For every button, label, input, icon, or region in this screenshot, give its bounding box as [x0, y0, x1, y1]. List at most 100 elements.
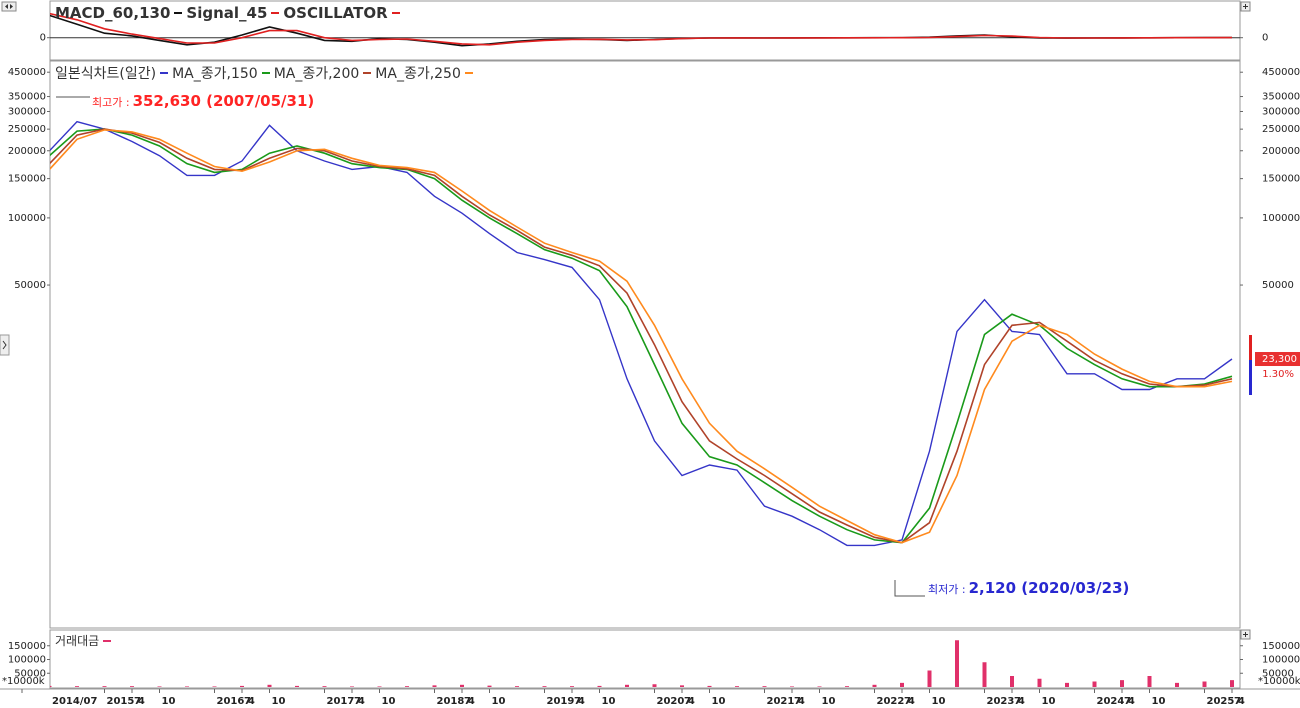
price-legend: 일본식차트(일간) MA_종가,150 MA_종가,200 MA_종가,250: [55, 63, 477, 83]
volume-bar: [515, 686, 519, 687]
y2-tick-label: 50000: [1262, 280, 1294, 291]
legend-label: MA_종가,200: [273, 66, 360, 82]
x-tick-label: 10: [712, 696, 726, 707]
annotation-label: 최저가 :: [928, 583, 966, 596]
x-tick-label: 7: [794, 696, 801, 707]
side-toggle[interactable]: [0, 334, 10, 356]
legend-label: Signal_45: [186, 4, 268, 22]
x-tick-label: 10: [272, 696, 286, 707]
volume-plot: [50, 640, 1234, 687]
x-tick-label: 10: [382, 696, 396, 707]
x-tick-label: 7: [1234, 696, 1241, 707]
volume-bar: [157, 686, 162, 687]
legend-swatch: [271, 12, 280, 14]
volume-bar: [927, 670, 932, 687]
x-tick-label: 2018 4: [437, 696, 475, 707]
y-tick-label: 300000: [8, 106, 46, 117]
legend-label: 일본식차트(일간): [55, 66, 157, 82]
legend-label: MA_종가,150: [172, 66, 258, 82]
legend-swatch: [464, 72, 473, 74]
volume-bar: [707, 685, 712, 687]
price-plot: [50, 120, 1233, 547]
volume-bar: [1230, 680, 1234, 687]
volume-bar: [652, 684, 657, 687]
x-tick-label: 2022 4: [877, 696, 915, 707]
x-tick-label: 7: [904, 696, 911, 707]
plus-icon: [1243, 4, 1248, 9]
x-tick-label: 2023 4: [987, 696, 1025, 707]
low-leader: [894, 580, 925, 597]
volume-bar: [1175, 682, 1179, 687]
last-price-label: 23,300: [1262, 354, 1297, 365]
annotation-text: 2,120 (2020/03/23): [968, 579, 1130, 597]
x-tick-label: 7: [354, 696, 361, 707]
volume-bar: [1147, 676, 1152, 687]
x-tick-label: 10: [602, 696, 616, 707]
y-tick-label: 200000: [8, 146, 46, 157]
volume-bar: [487, 685, 492, 687]
scroll-button[interactable]: [1, 1, 17, 12]
y2-tick-label: 200000: [1262, 146, 1300, 157]
low-annotation: 최저가 :2,120 (2020/03/23): [928, 579, 1129, 597]
y2-tick-label: 150000: [1262, 174, 1300, 185]
x-tick-label: 10: [1042, 696, 1056, 707]
x-tick-label: 7: [1124, 696, 1131, 707]
x-tick-label: 10: [492, 696, 506, 707]
legend-swatch: [160, 72, 169, 74]
x-tick-label: 7: [684, 696, 691, 707]
series-line: [50, 128, 1233, 544]
volume-bar: [680, 685, 684, 687]
x-tick-label: 7: [244, 696, 251, 707]
legend-label: OSCILLATOR: [283, 4, 388, 22]
volume-bar: [735, 686, 739, 687]
annotation-label: 최고가 :: [92, 96, 130, 109]
y2-tick-label: 150000: [1262, 641, 1300, 652]
volume-bar: [872, 684, 877, 687]
y-tick-label: 50000: [14, 280, 46, 291]
volume-bar: [212, 686, 217, 687]
arrow-icon: [2, 340, 7, 350]
y-tick-label: 150000: [8, 641, 46, 652]
y2-tick-label: 100000: [1262, 655, 1300, 666]
volume-bar: [322, 686, 327, 687]
x-tick-label: 10: [162, 696, 176, 707]
volume-bar: [570, 686, 574, 687]
plus-icon: [1243, 632, 1248, 637]
volume-bar: [542, 686, 547, 687]
volume-bar: [130, 686, 134, 687]
y2-tick-label: 0: [1262, 33, 1268, 44]
volume-bar: [50, 685, 52, 687]
legend-swatch: [103, 639, 112, 642]
volume-bar: [102, 686, 107, 687]
scroll-icon: [5, 4, 13, 9]
high-annotation: 최고가 :352,630 (2007/05/31): [92, 92, 314, 110]
series-line: [50, 12, 1233, 46]
volume-bar: [185, 686, 189, 687]
volume-bar: [790, 686, 794, 687]
legend-swatch: [391, 12, 400, 14]
series-line: [50, 129, 1233, 544]
series-line: [50, 128, 1233, 544]
volume-bar: [1010, 676, 1014, 687]
volume-bar: [762, 686, 767, 687]
volume-bar: [955, 640, 959, 687]
macd-plot: [50, 12, 1240, 47]
annotation-text: 352,630 (2007/05/31): [132, 92, 315, 110]
legend-label: MA_종가,250: [375, 66, 461, 82]
volume-bar: [982, 662, 987, 687]
volume-bar: [817, 686, 822, 687]
volume-bar: [900, 682, 904, 687]
y-tick-label: 250000: [8, 124, 46, 135]
price-panel: [49, 60, 1241, 629]
unit-label: *10000k: [2, 676, 45, 687]
x-tick-label: 7: [1014, 696, 1021, 707]
volume-bar: [1037, 678, 1042, 687]
down-indicator: [1249, 360, 1252, 395]
y2-tick-label: 100000: [1262, 213, 1300, 224]
legend-swatch: [174, 12, 183, 14]
volume-bar: [845, 686, 849, 687]
macd-panel: [49, 0, 1241, 61]
x-tick-label: 2020 4: [657, 696, 695, 707]
x-tick-label: 2024 4: [1097, 696, 1135, 707]
